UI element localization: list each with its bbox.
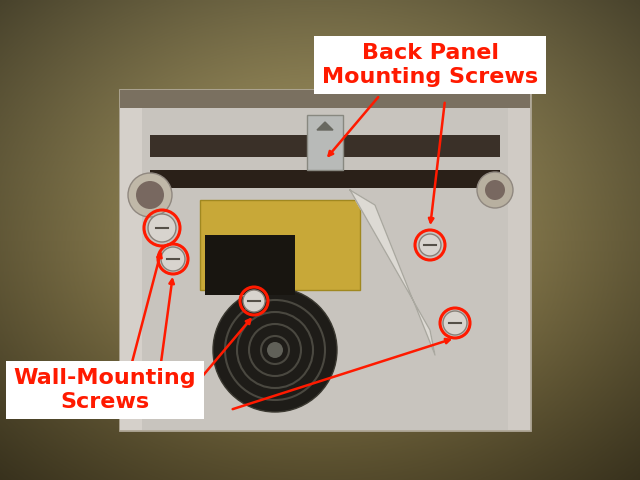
Circle shape — [477, 172, 513, 208]
Polygon shape — [350, 190, 435, 355]
Bar — [205, 235, 295, 295]
Polygon shape — [317, 122, 333, 130]
Circle shape — [213, 288, 337, 412]
Bar — [150, 135, 500, 157]
Circle shape — [419, 234, 441, 256]
Circle shape — [161, 247, 185, 271]
Bar — [142, 108, 508, 430]
Text: Wall-Mounting
Screws: Wall-Mounting Screws — [13, 369, 196, 411]
Circle shape — [136, 181, 164, 209]
Bar — [120, 90, 530, 108]
Circle shape — [485, 180, 505, 200]
Bar — [120, 90, 530, 430]
Circle shape — [267, 342, 283, 358]
Bar — [200, 200, 360, 290]
Bar — [508, 108, 530, 430]
Circle shape — [243, 290, 265, 312]
Circle shape — [148, 214, 176, 242]
Bar — [307, 115, 343, 170]
Text: Back Panel
Mounting Screws: Back Panel Mounting Screws — [322, 43, 538, 86]
Circle shape — [128, 173, 172, 217]
Bar — [120, 108, 142, 430]
Circle shape — [443, 311, 467, 335]
Bar — [150, 170, 500, 188]
